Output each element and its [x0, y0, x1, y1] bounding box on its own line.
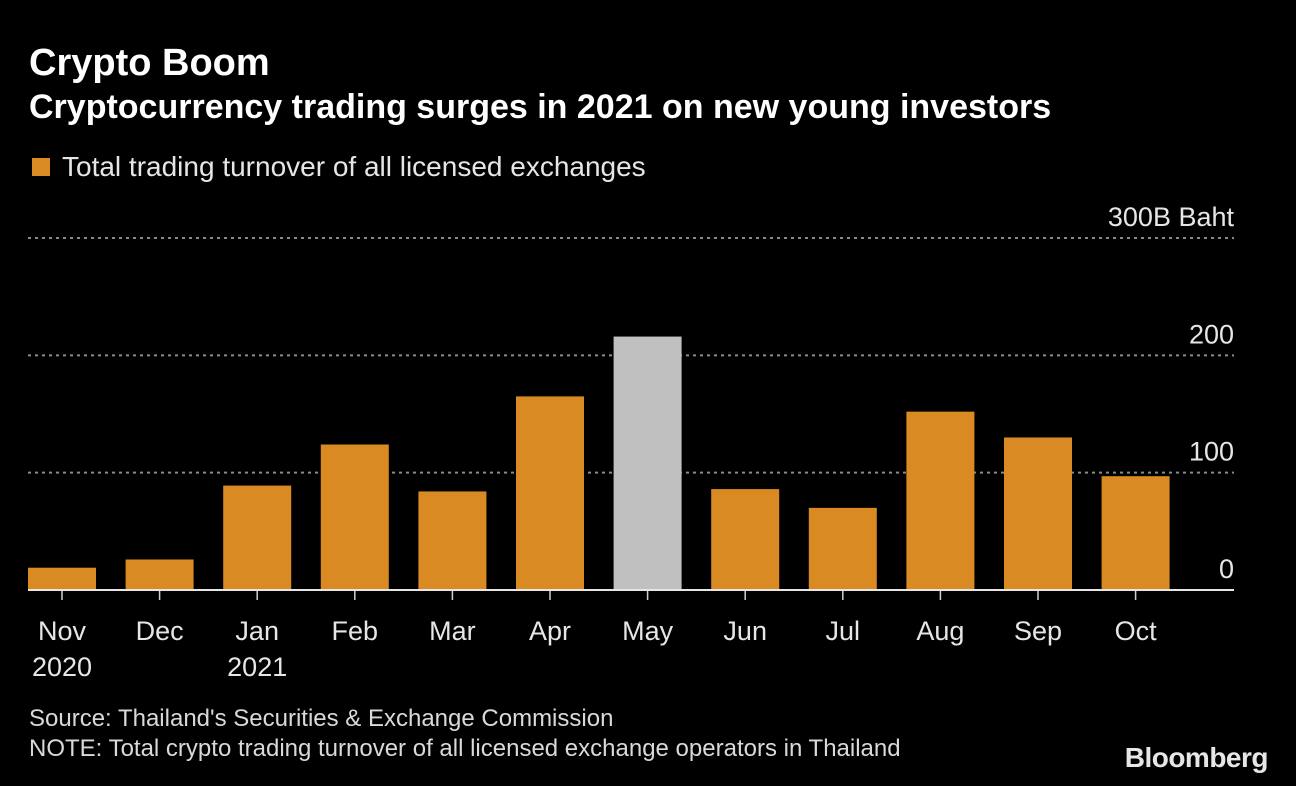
bar: [223, 485, 292, 590]
x-tick-label: Nov: [38, 616, 87, 646]
y-tick-label: 200: [1189, 319, 1234, 349]
bar: [906, 411, 975, 590]
legend-label: Total trading turnover of all licensed e…: [62, 151, 646, 182]
bar-chart: 0 100 200 300B Baht Nov 2020 Dec Jan 2021 Feb Mar…: [28, 202, 1235, 682]
x-tick-label: Apr: [529, 616, 571, 646]
legend: Total trading turnover of all licensed e…: [32, 150, 646, 184]
y-tick-label: 100: [1189, 437, 1234, 467]
bar: [613, 336, 682, 590]
bars: [28, 336, 1170, 590]
x-tick-label: Feb: [332, 616, 379, 646]
source-note: Source: Thailand's Securities & Exchange…: [29, 705, 614, 732]
y-tick-label: 300B Baht: [1108, 202, 1235, 232]
chart-subtitle: Cryptocurrency trading surges in 2021 on…: [29, 88, 1052, 126]
bar: [1101, 476, 1170, 590]
x-tick-label: 2020: [32, 652, 92, 682]
bar: [418, 491, 487, 590]
x-tick-label: 2021: [227, 652, 287, 682]
x-tick-label: May: [622, 616, 674, 646]
y-tick-label: 0: [1219, 554, 1234, 584]
legend-swatch: [32, 158, 50, 176]
y-axis-ticks: 0 100 200 300B Baht: [1108, 202, 1235, 584]
x-tick-label: Oct: [1115, 616, 1158, 646]
x-axis: Nov 2020 Dec Jan 2021 Feb Mar Apr May Jun Jul Aug Se…: [28, 589, 1234, 682]
x-tick-label: Sep: [1014, 616, 1062, 646]
bar: [125, 559, 194, 590]
bar: [1004, 437, 1072, 590]
x-tick-label: Jun: [723, 616, 767, 646]
x-tick-label: Dec: [136, 616, 184, 646]
x-tick-label: Jan: [235, 616, 279, 646]
bar: [808, 507, 877, 590]
x-tick-label: Jul: [826, 616, 861, 646]
x-tick-label: Aug: [916, 616, 964, 646]
bar: [28, 567, 96, 590]
x-tick-label: Mar: [429, 616, 476, 646]
chart-title: Crypto Boom: [29, 42, 270, 84]
bar: [320, 444, 389, 590]
bar: [516, 396, 584, 590]
bloomberg-logo: Bloomberg: [1124, 742, 1269, 773]
footnote: NOTE: Total crypto trading turnover of a…: [29, 735, 901, 762]
bar: [711, 489, 780, 590]
